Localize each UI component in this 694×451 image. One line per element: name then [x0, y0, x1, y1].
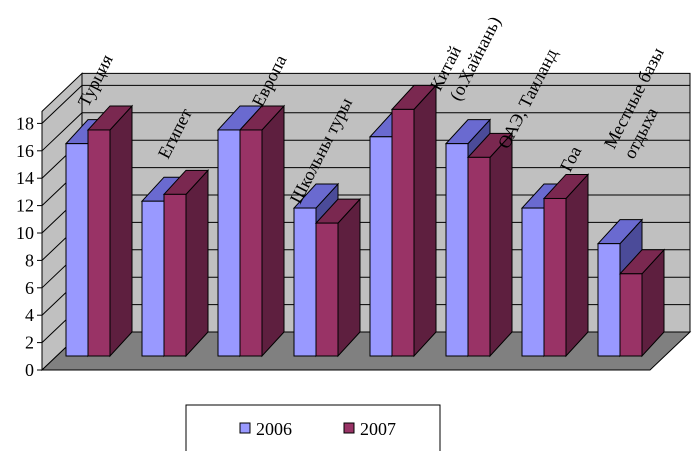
bar-side-2007-4: [413, 84, 437, 358]
bar-2007-5: [467, 156, 491, 357]
bar-2006-5: [445, 143, 469, 357]
y-tick-label: 18: [16, 113, 34, 133]
y-tick-label: 10: [16, 223, 34, 243]
bar-side-2007-6: [565, 173, 589, 358]
bar-side-2007-1: [185, 169, 209, 358]
bar-2006-1: [141, 200, 165, 357]
legend-label-2007: 2007: [360, 419, 396, 439]
floor: [40, 331, 692, 371]
y-tick-label: 16: [16, 141, 34, 161]
bar-2007-4: [391, 108, 415, 357]
y-tick-label: 4: [25, 305, 34, 325]
y-tick-label: 2: [25, 333, 34, 353]
chart-walls: [40, 72, 692, 372]
bar-side-2007-2: [261, 104, 285, 358]
bar-2007-3: [315, 222, 339, 357]
bar-2007-7: [619, 273, 643, 357]
bar-2006-0: [65, 143, 89, 357]
legend-label-2006: 2006: [256, 419, 292, 439]
y-tick-label: 14: [16, 168, 34, 188]
y-tick-label: 8: [25, 250, 34, 270]
bar-2006-6: [521, 207, 545, 357]
bars: [64, 84, 666, 358]
bar-2007-0: [87, 129, 111, 357]
bar-2006-4: [369, 136, 393, 357]
legend: 2006 2007: [185, 404, 441, 451]
bar-side-2007-5: [489, 132, 513, 358]
legend-box: [185, 404, 441, 451]
bar-2006-2: [217, 129, 241, 357]
y-tick-label: 6: [25, 278, 34, 298]
legend-swatch-2007: [343, 422, 355, 434]
bar-2007-2: [239, 129, 263, 357]
y-axis: 0 2 4 6 8 10 12 14 16 18: [16, 113, 43, 380]
y-tick-label: 0: [25, 360, 34, 380]
y-tick-label: 12: [16, 196, 34, 216]
bar-side-2007-0: [109, 104, 133, 358]
gridline: [41, 112, 690, 152]
bar-2006-3: [293, 207, 317, 357]
bar-2007-1: [163, 193, 187, 357]
bar-side-2007-3: [337, 197, 361, 358]
gridline: [41, 84, 690, 124]
bar-2006-7: [597, 243, 621, 357]
bar-2007-6: [543, 197, 567, 357]
legend-swatch-2006: [239, 422, 251, 434]
